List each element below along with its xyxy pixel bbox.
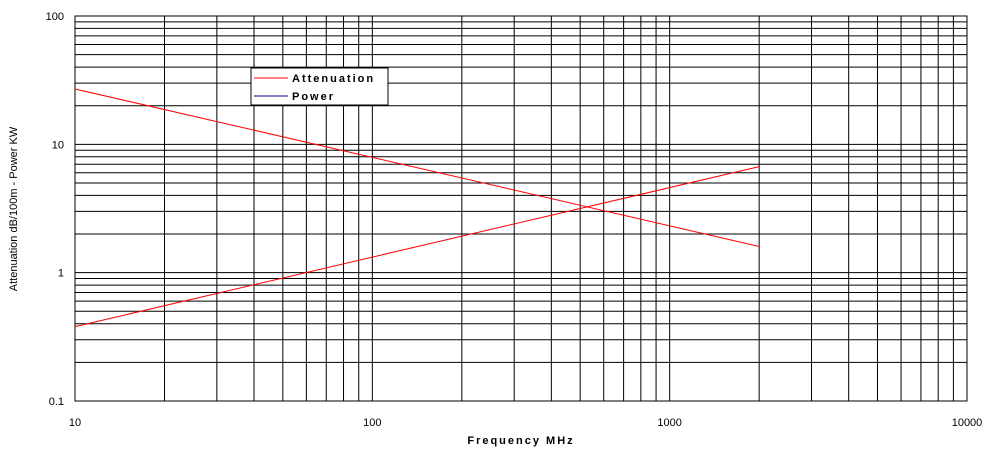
x-tick-label: 100 — [363, 417, 381, 429]
series-lines — [74, 88, 760, 328]
series-line-power — [74, 166, 760, 328]
y-tick-label: 1 — [58, 268, 64, 280]
series-line-attenuation — [74, 88, 760, 247]
y-tick-label: 10 — [52, 139, 64, 151]
x-axis-title: Frequency MHz — [467, 435, 574, 447]
x-tick-label: 10000 — [952, 417, 983, 429]
y-tick-label: 0.1 — [49, 396, 64, 408]
tick-labels: 10 100 1000 10000 0.1 1 10 100 — [46, 11, 983, 429]
legend-box — [250, 67, 389, 106]
y-tick-label: 100 — [46, 11, 64, 23]
legend: Attenuation Power — [250, 67, 389, 106]
x-tick-label: 1000 — [657, 417, 681, 429]
plot-frame — [74, 15, 968, 402]
grid-lines — [74, 16, 967, 402]
legend-label-power: Power — [292, 91, 335, 103]
legend-label-attenuation: Attenuation — [292, 73, 375, 85]
y-axis-title: Attenuation dB/100m - Power KW — [8, 126, 20, 291]
x-tick-label: 10 — [69, 417, 81, 429]
